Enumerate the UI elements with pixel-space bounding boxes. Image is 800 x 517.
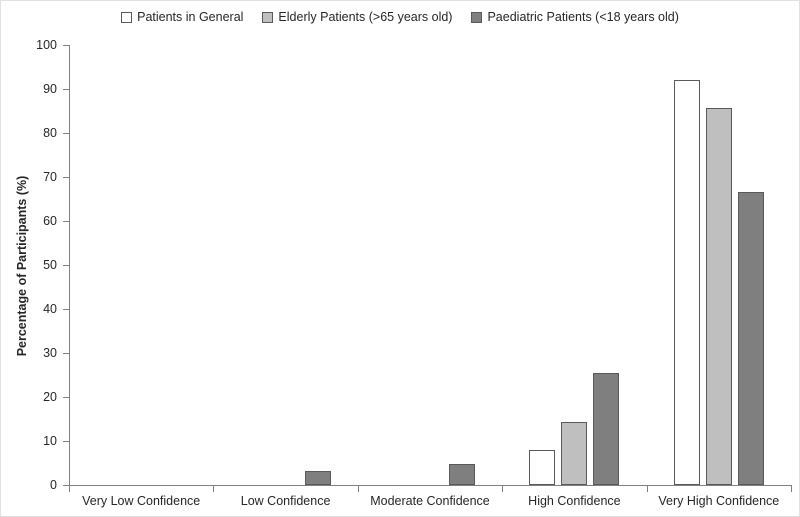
y-tick <box>63 309 69 310</box>
y-tick <box>63 485 69 486</box>
y-tick-label: 70 <box>43 170 57 184</box>
bar-s1-c3 <box>561 422 588 485</box>
y-tick-label: 10 <box>43 434 57 448</box>
legend-swatch-elderly-patients <box>262 11 274 23</box>
bar-s0-c3 <box>529 450 556 485</box>
y-tick <box>63 89 69 90</box>
legend-label: Patients in General <box>137 10 244 24</box>
x-axis-line <box>69 485 792 486</box>
y-tick-label: 20 <box>43 390 57 404</box>
x-category-label: Moderate Confidence <box>370 494 490 508</box>
legend-label: Elderly Patients (>65 years old) <box>278 10 453 24</box>
bar-s2-c2 <box>449 463 475 485</box>
x-tick <box>646 486 648 492</box>
y-tick-label: 80 <box>43 126 57 140</box>
y-tick-label: 90 <box>43 82 57 96</box>
y-tick <box>63 177 69 178</box>
x-category-label: Low Confidence <box>240 494 331 508</box>
x-tick <box>502 486 504 492</box>
legend-item-paediatric-patients: Paediatric Patients (<18 years old) <box>471 10 679 24</box>
y-axis-line <box>69 45 70 486</box>
y-tick-label: 0 <box>50 478 57 492</box>
x-category-label: Very High Confidence <box>658 494 780 508</box>
x-tick <box>213 486 215 492</box>
x-tick <box>791 486 792 492</box>
legend-swatch-patients-in-general <box>121 11 133 23</box>
bar-s2-c4 <box>737 191 764 485</box>
y-tick-label: 60 <box>43 214 57 228</box>
y-tick-label: 40 <box>43 302 57 316</box>
x-tick <box>69 486 70 492</box>
y-tick <box>63 265 69 266</box>
legend-item-patients-in-general: Patients in General <box>121 10 243 24</box>
y-tick <box>63 221 69 222</box>
y-tick <box>63 441 69 442</box>
bar-s2-c1 <box>304 470 331 485</box>
y-tick <box>63 45 69 46</box>
bar-s1-c4 <box>705 107 732 485</box>
y-tick <box>63 133 69 134</box>
y-tick <box>63 353 69 354</box>
x-tick <box>357 486 359 492</box>
x-category-label: High Confidence <box>528 494 621 508</box>
y-tick-label: 30 <box>43 346 57 360</box>
bar-s0-c4 <box>673 79 700 485</box>
y-tick-label: 50 <box>43 258 57 272</box>
y-tick <box>63 397 69 398</box>
bar-s2-c3 <box>593 373 620 485</box>
legend-swatch-paediatric-patients <box>471 11 483 23</box>
legend-item-elderly-patients: Elderly Patients (>65 years old) <box>262 10 452 24</box>
y-tick-label: 100 <box>36 38 57 52</box>
x-category-label: Very Low Confidence <box>82 494 201 508</box>
legend-label: Paediatric Patients (<18 years old) <box>487 10 679 24</box>
chart-legend: Patients in General Elderly Patients (>6… <box>1 10 799 24</box>
